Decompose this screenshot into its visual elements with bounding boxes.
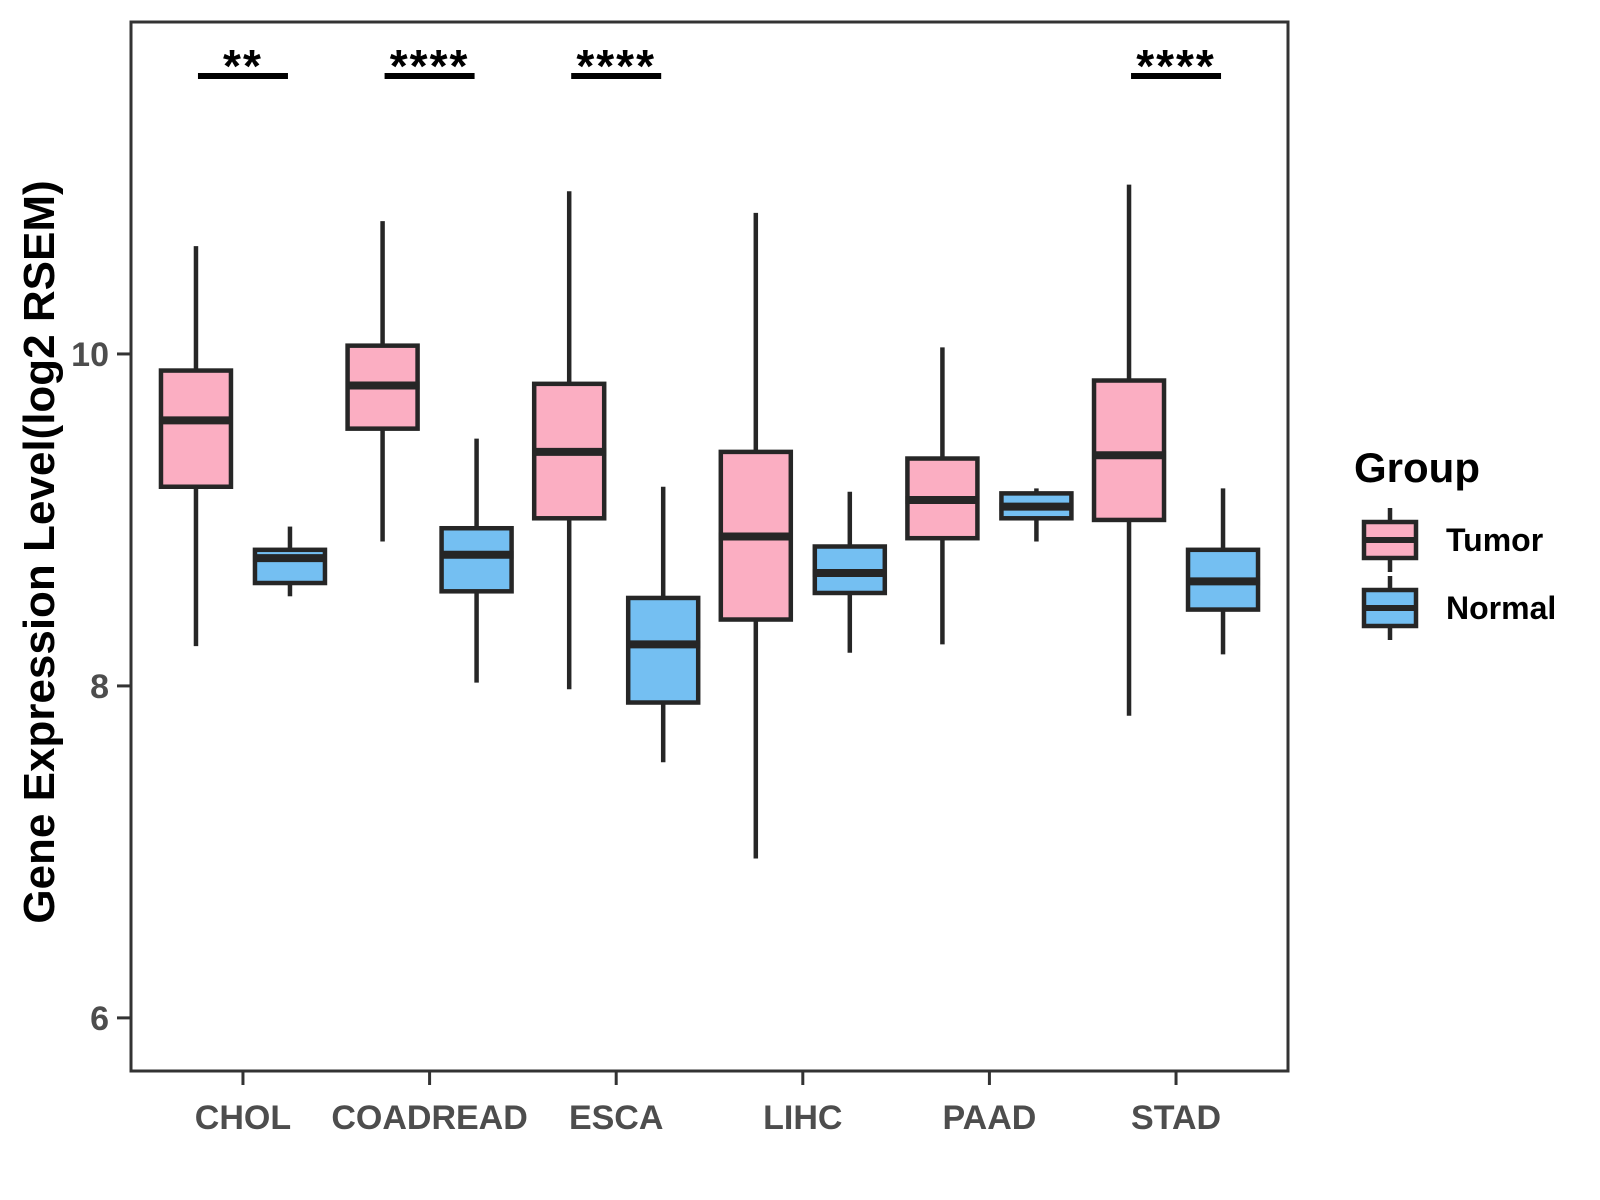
sig-label-coadread: **** — [390, 40, 470, 92]
box-stad-tumor — [1091, 378, 1167, 523]
box-chol-tumor — [158, 368, 234, 489]
x-label-lihc: LIHC — [763, 1099, 842, 1137]
y-axis-title: Gene Expression Level(log2 RSEM) — [15, 180, 64, 924]
sig-bar-esca — [571, 73, 662, 79]
legend-entries: Tumor Normal — [1326, 506, 1556, 642]
box-esca-normal — [625, 595, 701, 705]
x-label-paad: PAAD — [943, 1099, 1037, 1137]
legend-title: Group — [1354, 444, 1480, 491]
x-label-esca: ESCA — [569, 1099, 663, 1137]
sig-bar-chol — [197, 73, 288, 79]
sig-label-chol: ** — [223, 40, 263, 92]
sig-bar-stad — [1131, 73, 1222, 79]
x-label-chol: CHOL — [195, 1099, 291, 1137]
legend-entry-tumor: Tumor — [1326, 506, 1556, 574]
y-tick-label-6: 6 — [90, 1000, 109, 1038]
tumor-boxplot-key-icon — [1361, 508, 1419, 572]
legend: Group Tumor Normal — [1326, 444, 1556, 642]
sig-bar-coadread — [384, 73, 475, 79]
normal-boxplot-key-icon — [1361, 576, 1419, 640]
box-coadread-normal — [439, 525, 514, 594]
x-label-stad: STAD — [1131, 1099, 1221, 1137]
sig-label-esca: **** — [576, 40, 656, 92]
y-tick-label-8: 8 — [90, 668, 109, 706]
legend-entry-normal: Normal — [1326, 574, 1556, 642]
sig-label-stad: **** — [1136, 40, 1216, 92]
legend-label-normal: Normal — [1446, 589, 1557, 626]
y-tick-label-10: 10 — [71, 336, 109, 374]
panel-border — [129, 20, 1290, 1073]
x-label-coadread: COADREAD — [331, 1099, 527, 1137]
legend-label-tumor: Tumor — [1446, 521, 1544, 558]
